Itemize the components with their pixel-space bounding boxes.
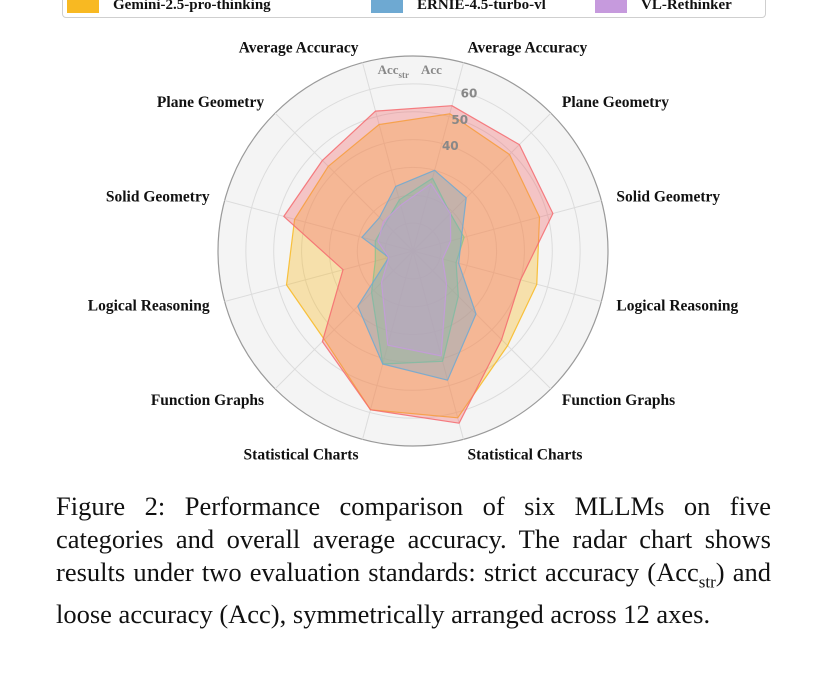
- grid-ring-0: [384, 222, 442, 280]
- grid-spoke-1: [412, 112, 552, 252]
- axis-label-7: Function Graphs: [151, 392, 264, 409]
- axis-label-3: Logical Reasoning: [616, 298, 738, 315]
- axis-label-6: Statistical Charts: [244, 446, 359, 463]
- figure-caption: Figure 2: Performance comparison of six …: [56, 490, 771, 631]
- axis-label-5: Statistical Charts: [468, 446, 583, 463]
- axis-label-11: Average Accuracy: [239, 40, 359, 57]
- radar-labels: Average Accuracy Plane Geometry Solid Geom…: [88, 40, 739, 464]
- grid-spoke-7: [274, 250, 414, 390]
- grid-spoke-11: [362, 62, 414, 252]
- caption-subscript: str: [698, 572, 716, 592]
- axis-label-4: Function Graphs: [562, 392, 675, 409]
- grid-spoke-4: [412, 250, 552, 390]
- grid-ring-1: [356, 194, 470, 308]
- radial-tick-label-0: 40: [442, 139, 459, 153]
- grid-spoke-2: [412, 200, 602, 252]
- series-polygon-4: [377, 183, 452, 357]
- grid-ring-5: [245, 83, 581, 419]
- caption-suffix: ) and loose accuracy (Acc), symmetricall…: [56, 557, 771, 630]
- standard-label-acc-str-sub: str: [399, 70, 410, 80]
- grid-ring-2: [328, 166, 498, 336]
- grid-spoke-9: [224, 200, 414, 252]
- standard-label-acc: Acc: [421, 62, 442, 77]
- caption-prefix: Figure 2: Performance comparison of six …: [56, 491, 771, 587]
- grid-spoke-10: [274, 112, 414, 252]
- radial-tick-label-2: 60: [461, 87, 478, 101]
- series-polygon-3: [357, 169, 477, 381]
- radial-tick-label-1: 50: [451, 113, 468, 127]
- radar-chart: Average Accuracy Plane Geometry Solid Geom…: [88, 40, 739, 464]
- grid-ring-4: [273, 111, 553, 391]
- radar-series: [283, 105, 554, 424]
- radar-grid: [217, 55, 609, 447]
- legend-swatch-gemini: [67, 0, 99, 13]
- standard-label-acc-str: Accstr: [378, 62, 409, 80]
- grid-spoke-8: [224, 250, 414, 302]
- axis-label-8: Logical Reasoning: [88, 298, 210, 315]
- series-polygon-1: [283, 105, 554, 424]
- grid-spoke-3: [412, 250, 602, 302]
- axis-label-2: Solid Geometry: [616, 189, 720, 206]
- legend-label-vl-rethinker: VL-Rethinker: [641, 0, 732, 13]
- grid-spoke-0: [412, 62, 464, 252]
- grid-spoke-5: [412, 250, 464, 440]
- legend-swatch-vl-rethinker: [595, 0, 627, 13]
- standard-label-acc-str-base: Acc: [378, 62, 399, 77]
- legend-swatch-ernie: [371, 0, 403, 13]
- legend-label-gemini: Gemini-2.5-pro-thinking: [113, 0, 271, 13]
- legend-label-ernie: ERNIE-4.5-turbo-vl: [417, 0, 546, 13]
- axis-label-10: Plane Geometry: [157, 94, 264, 111]
- legend: Gemini-2.5-pro-thinking ERNIE-4.5-turbo-…: [62, 0, 766, 18]
- axis-label-1: Plane Geometry: [562, 94, 669, 111]
- axis-label-0: Average Accuracy: [468, 40, 588, 57]
- axis-label-9: Solid Geometry: [106, 189, 210, 206]
